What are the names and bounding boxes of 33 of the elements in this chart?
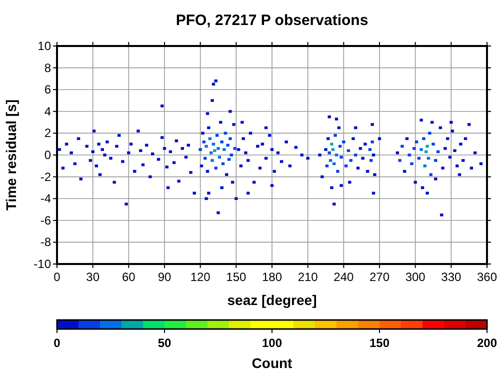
x-tick-label: 150 — [226, 270, 246, 284]
x-tick-label: 240 — [334, 270, 354, 284]
x-tick-label: 60 — [122, 270, 136, 284]
y-tick-label: -4 — [40, 192, 52, 206]
y-tick-label: -10 — [34, 257, 52, 271]
x-tick-label: 210 — [298, 270, 318, 284]
y-tick-label: 0 — [44, 148, 52, 162]
y-tick-label: 2 — [44, 126, 52, 140]
color-bar-label: 50 — [158, 336, 172, 350]
x-tick-label: 360 — [476, 270, 498, 284]
x-tick-label: 30 — [86, 270, 100, 284]
color-bar-label: 150 — [369, 336, 390, 350]
x-tick-label: 300 — [405, 270, 426, 284]
x-tick-label: 120 — [190, 270, 211, 284]
x-tick-label: 0 — [54, 270, 61, 284]
x-tick-label: 180 — [262, 270, 282, 284]
color-bar-label: 100 — [262, 336, 282, 350]
x-axis-title: seaz [degree] — [227, 292, 317, 308]
color-bar-title: Count — [252, 355, 293, 371]
y-tick-label: 10 — [38, 39, 52, 53]
x-tick-label: 270 — [369, 270, 390, 284]
y-tick-label: 4 — [44, 104, 52, 118]
y-tick-label: 8 — [44, 60, 52, 75]
y-tick-label: -8 — [40, 235, 52, 250]
color-bar-label: 200 — [476, 336, 498, 350]
y-axis-title: Time residual [s] — [3, 99, 19, 211]
x-tick-label: 330 — [441, 270, 462, 284]
y-tick-label: 6 — [44, 82, 52, 97]
y-tick-label: -6 — [40, 213, 52, 228]
chart-title: PFO, 27217 P observations — [176, 12, 368, 29]
color-bar-label: 0 — [54, 336, 61, 350]
y-tick-label: -2 — [40, 170, 52, 184]
x-tick-label: 90 — [158, 270, 172, 284]
